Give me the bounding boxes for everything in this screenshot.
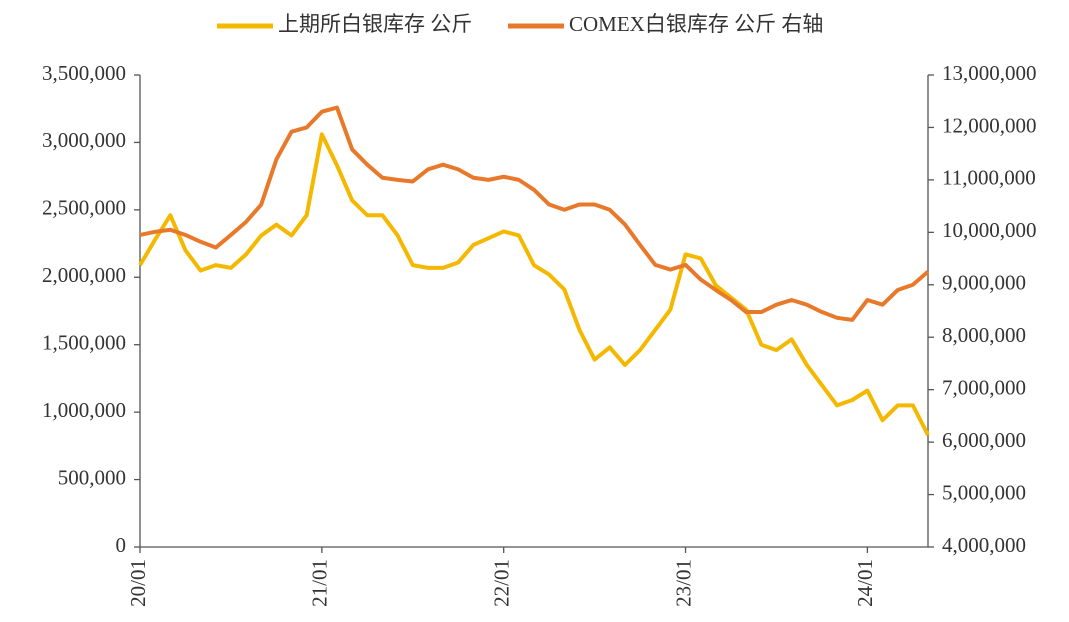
- y2-tick-label: 7,000,000: [942, 375, 1026, 399]
- y-tick-label: 3,500,000: [42, 61, 126, 85]
- y-tick-label: 0: [116, 533, 127, 557]
- y-tick-label: 2,000,000: [42, 263, 126, 287]
- x-tick-label: 24/01: [853, 559, 877, 607]
- x-tick-label: 22/01: [490, 559, 514, 607]
- legend-label: COMEX白银库存 公斤 右轴: [569, 12, 823, 36]
- y2-tick-label: 13,000,000: [942, 61, 1037, 85]
- y2-tick-label: 8,000,000: [942, 323, 1026, 347]
- y-tick-label: 1,000,000: [42, 398, 126, 422]
- y-tick-label: 500,000: [58, 465, 126, 489]
- y-tick-label: 2,500,000: [42, 196, 126, 220]
- y2-tick-label: 10,000,000: [942, 218, 1037, 242]
- y2-tick-label: 5,000,000: [942, 480, 1026, 504]
- y2-tick-label: 6,000,000: [942, 428, 1026, 452]
- y2-tick-label: 4,000,000: [942, 533, 1026, 557]
- y2-tick-label: 11,000,000: [942, 166, 1036, 190]
- x-tick-label: 23/01: [671, 559, 695, 607]
- series-line: [138, 132, 930, 436]
- y-tick-label: 3,000,000: [42, 128, 126, 152]
- x-tick-label: 21/01: [308, 559, 332, 607]
- y2-tick-label: 9,000,000: [942, 271, 1026, 295]
- y-tick-label: 1,500,000: [42, 331, 126, 355]
- legend-label: 上期所白银库存 公斤: [278, 12, 472, 36]
- x-tick-label: 20/01: [126, 559, 150, 607]
- series-line: [139, 105, 930, 322]
- y2-tick-label: 12,000,000: [942, 113, 1037, 137]
